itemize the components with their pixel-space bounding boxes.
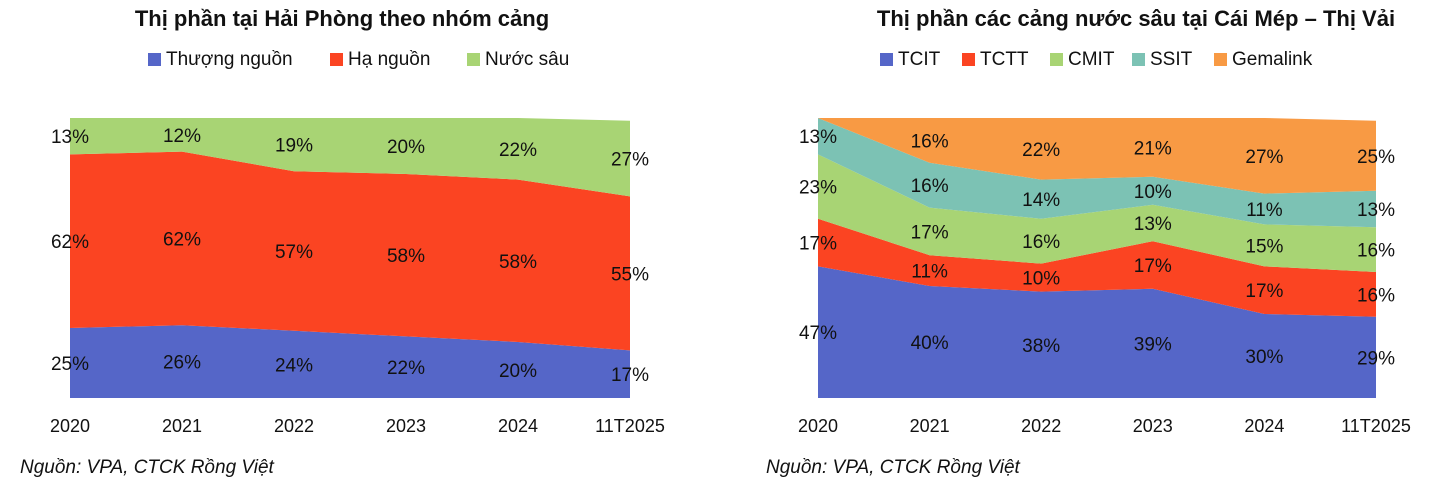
haiphong-legend-swatch-1 (330, 53, 343, 66)
haiphong-area-0 (70, 325, 630, 398)
haiphong-xtick-3: 2023 (386, 416, 426, 436)
caimep-label-0-5: 29% (1357, 348, 1395, 369)
haiphong-label-2-0: 13% (51, 127, 89, 148)
caimep-label-3-2: 14% (1022, 190, 1060, 211)
haiphong-label-0-2: 24% (275, 355, 313, 376)
caimep-label-0-3: 39% (1134, 334, 1172, 355)
haiphong-label-2-4: 22% (499, 140, 537, 161)
caimep-label-2-3: 13% (1134, 214, 1172, 235)
caimep-label-4-5: 25% (1357, 147, 1395, 168)
haiphong-title: Thị phần tại Hải Phòng theo nhóm cảng (135, 6, 549, 31)
caimep-label-1-3: 17% (1134, 256, 1172, 277)
haiphong-area-1 (70, 151, 630, 351)
haiphong-legend-label-0: Thượng nguồn (166, 49, 293, 70)
caimep-label-4-4: 27% (1245, 147, 1283, 168)
chart-caimep: Thị phần các cảng nước sâu tại Cái Mép –… (724, 0, 1448, 496)
caimep-area-1 (818, 218, 1376, 317)
haiphong-label-2-1: 12% (163, 126, 201, 147)
haiphong-xtick-0: 2020 (50, 416, 90, 436)
haiphong-label-0-4: 20% (499, 361, 537, 382)
caimep-label-1-5: 16% (1357, 285, 1395, 306)
caimep-label-1-0: 17% (799, 234, 837, 255)
caimep-xtick-4: 2024 (1244, 416, 1284, 436)
caimep-legend-label-0: TCIT (898, 49, 941, 70)
caimep-label-4-1: 16% (911, 131, 949, 152)
haiphong-legend-swatch-2 (467, 53, 480, 66)
haiphong-label-1-0: 62% (51, 232, 89, 253)
caimep-area-0 (818, 266, 1376, 398)
haiphong-legend-label-2: Nước sâu (485, 49, 569, 70)
caimep-legend-swatch-2 (1050, 53, 1063, 66)
caimep-area-4 (818, 118, 1376, 194)
caimep-legend-swatch-0 (880, 53, 893, 66)
caimep-label-3-0: 13% (799, 127, 837, 148)
haiphong-xtick-4: 2024 (498, 416, 538, 436)
caimep-xtick-1: 2021 (910, 416, 950, 436)
caimep-area-3 (818, 118, 1376, 228)
haiphong-area-2 (70, 118, 630, 197)
caimep-label-1-4: 17% (1245, 281, 1283, 302)
haiphong-label-1-2: 57% (275, 242, 313, 263)
caimep-label-1-2: 10% (1022, 269, 1060, 290)
caimep-label-2-5: 16% (1357, 241, 1395, 262)
haiphong-label-2-5: 27% (611, 150, 649, 171)
source-note-left: Nguồn: VPA, CTCK Rồng Việt (20, 457, 274, 478)
caimep-label-4-3: 21% (1134, 138, 1172, 159)
caimep-label-2-4: 15% (1245, 236, 1283, 257)
caimep-xtick-0: 2020 (798, 416, 838, 436)
haiphong-label-0-0: 25% (51, 354, 89, 375)
caimep-legend-label-2: CMIT (1068, 49, 1115, 70)
source-note-right: Nguồn: VPA, CTCK Rồng Việt (766, 457, 1020, 478)
haiphong-xtick-1: 2021 (162, 416, 202, 436)
caimep-label-3-1: 16% (911, 176, 949, 197)
caimep-label-2-0: 23% (799, 178, 837, 199)
haiphong-label-2-2: 19% (275, 136, 313, 157)
chart-haiphong: Thị phần tại Hải Phòng theo nhóm cảng Thư… (50, 6, 665, 436)
caimep-label-2-1: 17% (911, 222, 949, 243)
caimep-legend-swatch-3 (1132, 53, 1145, 66)
caimep-area-2 (818, 154, 1376, 272)
haiphong-label-1-4: 58% (499, 252, 537, 273)
caimep-label-0-0: 47% (799, 323, 837, 344)
haiphong-label-1-3: 58% (387, 246, 425, 267)
caimep-xtick-2: 2022 (1021, 416, 1061, 436)
caimep-legend-label-3: SSIT (1150, 49, 1193, 70)
caimep-label-0-1: 40% (911, 333, 949, 354)
caimep-label-3-5: 13% (1357, 200, 1395, 221)
haiphong-label-0-1: 26% (163, 353, 201, 374)
haiphong-xtick-2: 2022 (274, 416, 314, 436)
caimep-label-3-3: 10% (1134, 182, 1172, 203)
haiphong-label-2-3: 20% (387, 137, 425, 158)
haiphong-xtick-5: 11T2025 (595, 416, 665, 436)
caimep-legend-label-1: TCTT (980, 49, 1029, 70)
caimep-label-2-2: 16% (1022, 232, 1060, 253)
caimep-label-0-2: 38% (1022, 336, 1060, 357)
caimep-legend-label-4: Gemalink (1232, 49, 1313, 70)
haiphong-legend-swatch-0 (148, 53, 161, 66)
caimep-legend-swatch-1 (962, 53, 975, 66)
caimep-label-3-4: 11% (1246, 200, 1283, 221)
caimep-legend-swatch-4 (1214, 53, 1227, 66)
caimep-label-1-1: 11% (911, 262, 948, 283)
haiphong-legend-label-1: Hạ nguồn (348, 49, 430, 70)
haiphong-label-0-3: 22% (387, 358, 425, 379)
caimep-title: Thị phần các cảng nước sâu tại Cái Mép –… (877, 6, 1395, 31)
caimep-xtick-3: 2023 (1133, 416, 1173, 436)
haiphong-label-1-1: 62% (163, 229, 201, 250)
haiphong-label-1-5: 55% (611, 264, 649, 285)
haiphong-label-0-5: 17% (611, 365, 649, 386)
caimep-label-0-4: 30% (1245, 347, 1283, 368)
caimep-label-4-2: 22% (1022, 140, 1060, 161)
chart-caimep-svg: Thị phần các cảng nước sâu tại Cái Mép –… (798, 6, 1411, 436)
caimep-xtick-5: 11T2025 (1341, 416, 1411, 436)
chart-haiphong-svg: Thị phần tại Hải Phòng theo nhóm cảng Thư… (50, 6, 665, 436)
